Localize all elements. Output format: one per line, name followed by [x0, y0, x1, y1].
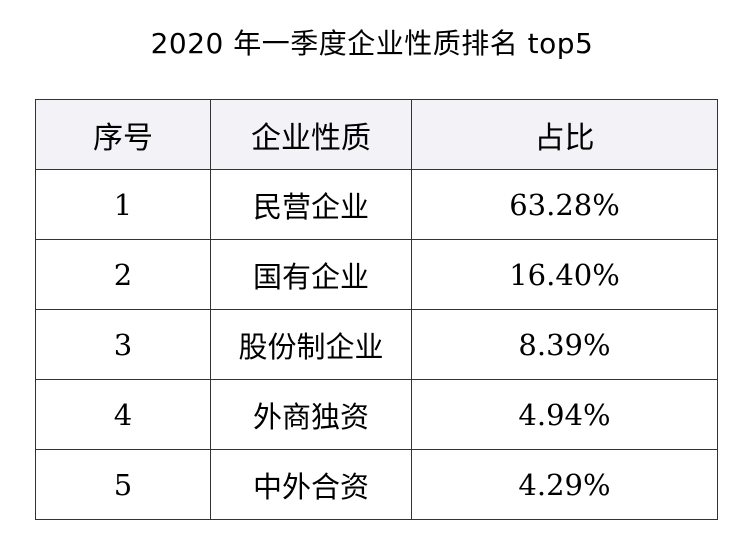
cell-enterprise-type: 外商独资 [210, 379, 412, 450]
table-row: 2 国有企业 16.40% [35, 239, 718, 310]
table-header-row: 序号 企业性质 占比 [35, 99, 718, 170]
cell-rank: 2 [35, 239, 211, 310]
table-row: 1 民营企业 63.28% [35, 169, 718, 240]
cell-rank: 1 [35, 169, 211, 240]
header-share: 占比 [411, 99, 718, 170]
header-rank: 序号 [35, 99, 211, 170]
cell-rank: 5 [35, 449, 211, 520]
cell-share: 8.39% [411, 309, 718, 380]
cell-share: 4.94% [411, 379, 718, 450]
cell-enterprise-type: 股份制企业 [210, 309, 412, 380]
header-enterprise-type: 企业性质 [210, 99, 412, 170]
cell-share: 4.29% [411, 449, 718, 520]
table-row: 4 外商独资 4.94% [35, 379, 718, 450]
table-row: 5 中外合资 4.29% [35, 449, 718, 520]
page-title: 2020 年一季度企业性质排名 top5 [150, 27, 594, 60]
cell-rank: 4 [35, 379, 211, 450]
table-row: 3 股份制企业 8.39% [35, 309, 718, 380]
cell-enterprise-type: 民营企业 [210, 169, 412, 240]
cell-share: 63.28% [411, 169, 718, 240]
ranking-table: 序号 企业性质 占比 1 民营企业 63.28% 2 国有企业 16.40% 3… [35, 99, 718, 520]
cell-rank: 3 [35, 309, 211, 380]
cell-share: 16.40% [411, 239, 718, 310]
cell-enterprise-type: 国有企业 [210, 239, 412, 310]
cell-enterprise-type: 中外合资 [210, 449, 412, 520]
